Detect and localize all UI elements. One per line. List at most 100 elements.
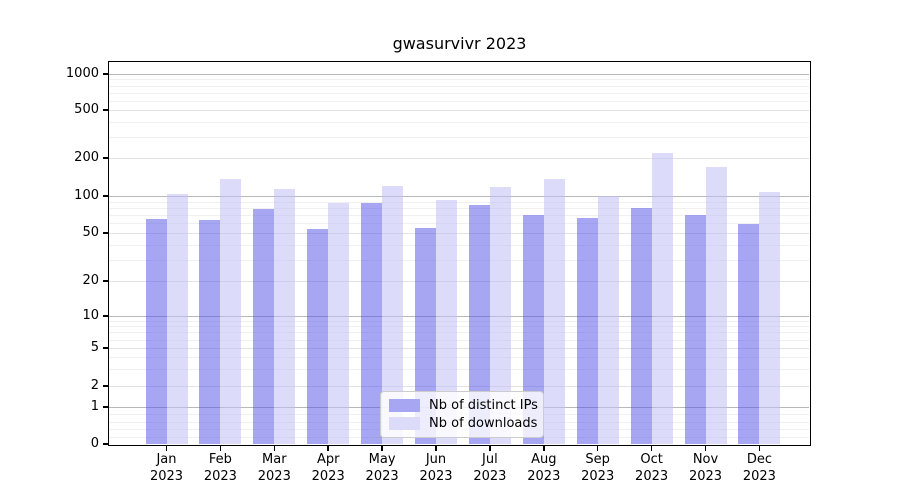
x-tick-label: Nov 2023 bbox=[674, 451, 738, 485]
bar-downloads-may bbox=[382, 186, 404, 444]
x-tick-label-line: Nov bbox=[692, 452, 719, 467]
x-tick-label-line: 2023 bbox=[473, 469, 507, 484]
x-tick-label: Mar 2023 bbox=[242, 451, 306, 485]
y-tick-label: 1 bbox=[90, 399, 99, 414]
gridline-minor bbox=[109, 92, 809, 94]
gridline-mid bbox=[109, 233, 809, 234]
bar-downloads-sep bbox=[597, 196, 619, 444]
x-axis-tick bbox=[704, 445, 707, 451]
y-axis-tick bbox=[103, 109, 108, 111]
y-axis-tick bbox=[103, 195, 108, 197]
gridline-minor bbox=[109, 215, 809, 217]
bar-downloads-nov bbox=[705, 166, 727, 444]
bar-downloads-apr bbox=[328, 203, 350, 444]
x-tick-label: Oct 2023 bbox=[620, 451, 684, 485]
gridline-minor bbox=[109, 339, 809, 341]
x-tick-label-line: 2023 bbox=[688, 469, 723, 484]
y-tick-label: 5 bbox=[90, 340, 99, 355]
x-axis-tick bbox=[435, 445, 437, 451]
bar-downloads-aug bbox=[543, 178, 565, 444]
bar-distinct-ips-sep bbox=[576, 218, 598, 444]
y-tick-label: 20 bbox=[82, 273, 99, 288]
gridline-minor bbox=[109, 320, 809, 322]
x-axis-tick bbox=[273, 445, 276, 451]
chart-title: gwasurvivr 2023 bbox=[392, 34, 527, 53]
x-axis-tick bbox=[596, 445, 599, 451]
gridline-major bbox=[109, 316, 809, 317]
gridline-minor bbox=[109, 244, 809, 246]
bar-distinct-ips-apr bbox=[307, 228, 329, 444]
x-tick-label-line: 2023 bbox=[742, 469, 776, 484]
x-tick-label-line: 2023 bbox=[419, 469, 453, 484]
gridline-major bbox=[109, 196, 809, 197]
bar-distinct-ips-aug bbox=[522, 215, 544, 444]
x-tick-label-line: 2023 bbox=[203, 469, 237, 484]
plot-area bbox=[109, 62, 809, 444]
x-axis-tick bbox=[165, 445, 168, 451]
gridline-mid bbox=[109, 158, 809, 159]
bar-downloads-jun bbox=[436, 200, 457, 444]
x-tick-label: Jan 2023 bbox=[135, 451, 199, 485]
x-tick-label-line: Jul bbox=[482, 452, 498, 467]
y-tick-label: 500 bbox=[74, 102, 99, 117]
legend: Nb of distinct IPs Nb of downloads bbox=[380, 391, 544, 438]
y-axis-tick bbox=[103, 385, 108, 387]
bar-downloads-jul bbox=[489, 187, 511, 444]
gridline-mid bbox=[109, 348, 809, 349]
y-axis-tick bbox=[103, 280, 108, 282]
gridline-minor bbox=[109, 201, 809, 203]
x-tick-label-line: 2023 bbox=[527, 469, 561, 484]
bar-distinct-ips-may bbox=[361, 202, 383, 444]
y-axis-tick bbox=[103, 73, 108, 75]
x-tick-label: Jul 2023 bbox=[458, 451, 522, 485]
bar-distinct-ips-jan bbox=[145, 218, 167, 444]
x-axis-tick bbox=[219, 445, 222, 451]
gridline-minor bbox=[109, 121, 809, 123]
bar-downloads-feb bbox=[220, 178, 242, 444]
x-tick-label: Feb 2023 bbox=[188, 451, 252, 485]
x-tick-label-line: Dec bbox=[746, 452, 772, 467]
x-tick-label-line: Mar bbox=[262, 452, 287, 467]
gridline-minor bbox=[109, 326, 809, 328]
x-tick-label: Dec 2023 bbox=[727, 451, 791, 485]
gridline-minor bbox=[109, 259, 809, 261]
x-tick-label-line: 2023 bbox=[149, 469, 184, 484]
bar-distinct-ips-oct bbox=[630, 207, 652, 444]
y-tick-label: 1000 bbox=[65, 66, 99, 81]
legend-item-distinct-ips: Nb of distinct IPs bbox=[389, 398, 538, 413]
x-tick-label-line: May bbox=[368, 452, 396, 467]
x-tick-label: Aug 2023 bbox=[512, 451, 576, 485]
gridline-minor bbox=[109, 369, 809, 371]
x-tick-label: Jun 2023 bbox=[404, 451, 468, 485]
x-tick-label-line: Oct bbox=[640, 452, 663, 467]
x-axis-tick bbox=[758, 445, 761, 451]
x-axis-tick bbox=[650, 445, 653, 451]
x-tick-label-line: Jan bbox=[156, 452, 177, 467]
y-tick-label: 10 bbox=[82, 308, 99, 323]
y-tick-label: 50 bbox=[82, 225, 99, 240]
y-axis-tick bbox=[103, 232, 108, 234]
y-tick-label: 0 bbox=[90, 436, 99, 451]
gridline-minor bbox=[109, 332, 809, 334]
x-tick-label-line: Aug bbox=[531, 452, 557, 467]
bar-distinct-ips-nov bbox=[684, 215, 706, 444]
legend-swatch-downloads bbox=[389, 417, 420, 431]
gridline-mid bbox=[109, 281, 809, 282]
x-tick-label-line: 2023 bbox=[581, 469, 615, 484]
bar-distinct-ips-feb bbox=[199, 219, 221, 444]
x-axis-tick bbox=[381, 445, 383, 451]
x-axis-tick bbox=[489, 445, 491, 451]
gridline-major bbox=[109, 74, 809, 75]
legend-swatch-distinct-ips bbox=[389, 398, 420, 412]
x-tick-label: May 2023 bbox=[350, 451, 414, 485]
gridline-minor bbox=[109, 207, 809, 209]
x-tick-label-line: 2023 bbox=[311, 469, 345, 484]
gridline-minor bbox=[109, 79, 809, 81]
bar-distinct-ips-dec bbox=[738, 224, 760, 444]
y-tick-label: 2 bbox=[90, 378, 99, 393]
x-tick-label-line: 2023 bbox=[365, 469, 399, 484]
bar-downloads-oct bbox=[651, 153, 673, 444]
gridline-mid bbox=[109, 110, 809, 111]
x-tick-label: Sep 2023 bbox=[566, 451, 630, 485]
x-tick-label-line: Apr bbox=[316, 452, 340, 467]
